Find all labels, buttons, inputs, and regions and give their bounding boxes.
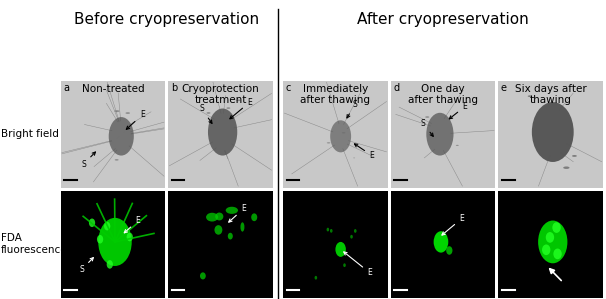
Ellipse shape xyxy=(115,110,119,112)
Ellipse shape xyxy=(354,229,356,233)
Ellipse shape xyxy=(98,218,132,266)
Text: S: S xyxy=(347,100,358,118)
Ellipse shape xyxy=(447,102,450,103)
Text: Bright field: Bright field xyxy=(1,129,59,139)
Ellipse shape xyxy=(327,228,329,231)
Text: FDA
fluorescence: FDA fluorescence xyxy=(1,233,68,255)
Ellipse shape xyxy=(542,245,550,255)
Text: E: E xyxy=(124,216,141,233)
Ellipse shape xyxy=(553,248,562,259)
Ellipse shape xyxy=(241,222,244,232)
Ellipse shape xyxy=(538,221,567,263)
Text: E: E xyxy=(442,214,464,235)
Text: d: d xyxy=(393,83,399,93)
Ellipse shape xyxy=(552,222,561,233)
Ellipse shape xyxy=(434,231,448,253)
Text: E: E xyxy=(344,252,372,277)
Ellipse shape xyxy=(336,242,346,257)
Text: S: S xyxy=(79,258,93,274)
Ellipse shape xyxy=(563,167,570,169)
Ellipse shape xyxy=(104,222,110,231)
Ellipse shape xyxy=(251,213,258,221)
Ellipse shape xyxy=(215,225,222,235)
Ellipse shape xyxy=(315,276,317,280)
Bar xyxy=(168,191,273,298)
Ellipse shape xyxy=(225,207,238,214)
Ellipse shape xyxy=(236,100,241,101)
Text: Immediately
after thawing: Immediately after thawing xyxy=(301,84,370,105)
Ellipse shape xyxy=(572,155,577,157)
Ellipse shape xyxy=(330,120,351,152)
Text: a: a xyxy=(63,83,69,93)
Ellipse shape xyxy=(456,145,459,146)
Text: E: E xyxy=(126,110,145,129)
Text: E: E xyxy=(449,102,467,119)
Ellipse shape xyxy=(206,213,218,222)
Ellipse shape xyxy=(125,112,130,114)
Text: Non-treated: Non-treated xyxy=(82,84,144,94)
Text: b: b xyxy=(171,83,177,93)
Text: One day
after thawing: One day after thawing xyxy=(408,84,478,105)
Ellipse shape xyxy=(107,260,113,269)
Bar xyxy=(283,191,388,298)
Ellipse shape xyxy=(446,246,453,255)
Ellipse shape xyxy=(207,112,210,114)
Bar xyxy=(61,191,165,298)
Text: c: c xyxy=(285,83,291,93)
Text: Cryoprotection
treatment: Cryoprotection treatment xyxy=(182,84,259,105)
Ellipse shape xyxy=(343,263,346,267)
Bar xyxy=(168,81,273,188)
Bar xyxy=(283,81,388,188)
Text: e: e xyxy=(501,83,507,93)
Text: S: S xyxy=(421,119,433,136)
Ellipse shape xyxy=(227,107,230,109)
Text: E: E xyxy=(355,144,375,160)
Ellipse shape xyxy=(426,113,453,155)
Ellipse shape xyxy=(89,219,95,227)
Text: E: E xyxy=(230,97,252,119)
Ellipse shape xyxy=(115,159,119,161)
Bar xyxy=(498,81,603,188)
Ellipse shape xyxy=(200,272,206,280)
Ellipse shape xyxy=(425,116,429,118)
Ellipse shape xyxy=(108,117,134,155)
Ellipse shape xyxy=(208,109,238,155)
Bar xyxy=(61,81,165,188)
Ellipse shape xyxy=(546,232,554,243)
Text: E: E xyxy=(228,204,246,222)
Text: S: S xyxy=(199,104,212,123)
Text: After cryopreservation: After cryopreservation xyxy=(357,12,529,27)
Text: S: S xyxy=(81,152,95,169)
Ellipse shape xyxy=(342,132,345,133)
Ellipse shape xyxy=(330,229,333,233)
Ellipse shape xyxy=(350,235,353,239)
Ellipse shape xyxy=(215,213,224,220)
Bar xyxy=(391,191,495,298)
Text: Before cryopreservation: Before cryopreservation xyxy=(74,12,259,27)
Ellipse shape xyxy=(532,102,574,162)
Bar xyxy=(391,81,495,188)
Ellipse shape xyxy=(528,95,532,97)
Ellipse shape xyxy=(127,233,133,241)
Bar xyxy=(498,191,603,298)
Ellipse shape xyxy=(97,235,103,243)
Text: Six days after
thawing: Six days after thawing xyxy=(515,84,587,105)
Ellipse shape xyxy=(228,233,233,239)
Ellipse shape xyxy=(327,142,330,144)
